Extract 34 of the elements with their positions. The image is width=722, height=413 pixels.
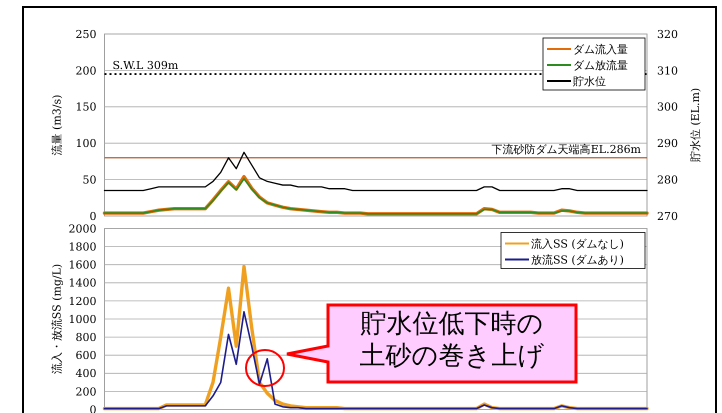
y-tick-label: 0 [90, 210, 96, 223]
y-tick-label: 150 [76, 100, 96, 114]
y-tick-label: 1200 [68, 294, 96, 308]
y-tick-label: 2000 [68, 222, 96, 236]
y-axis-title: 流量 (m3/s) [50, 94, 64, 156]
y2-axis-title: 貯水位 (EL.m) [689, 88, 702, 162]
legend-label: 放流SS (ダムあり) [531, 253, 624, 266]
legend-label: ダム放流量 [573, 58, 628, 72]
y-tick-label: 250 [76, 28, 96, 41]
y2-tick-label: 300 [657, 100, 678, 114]
y-tick-label: 1000 [68, 312, 96, 326]
y-tick-label: 600 [76, 349, 96, 362]
ref-line-label: S.W.L 309m [112, 59, 179, 72]
y-tick-label: 200 [76, 64, 96, 78]
y-tick-label: 100 [76, 137, 96, 150]
legend-label: 流入SS (ダムなし) [531, 237, 624, 250]
legend-label: 貯水位 [573, 74, 606, 88]
y-tick-label: 800 [76, 330, 96, 344]
y-tick-label: 200 [76, 385, 96, 398]
y-tick-label: 1800 [68, 240, 96, 254]
y-axis-title: 流入・放流SS (mg/L) [50, 264, 64, 374]
ref-line-label: 下流砂防ダム天端高EL.286m [492, 142, 642, 156]
y-tick-label: 400 [76, 367, 96, 380]
y2-tick-label: 310 [657, 64, 678, 78]
y2-tick-label: 320 [657, 28, 678, 41]
legend-label: ダム流入量 [573, 42, 628, 56]
y2-tick-label: 270 [657, 210, 678, 223]
line-series [104, 310, 648, 410]
y-tick-label: 1400 [68, 276, 96, 290]
annotation: 貯水位低下時の土砂の巻き上げ [360, 309, 544, 371]
y-tick-label: 50 [82, 173, 96, 186]
y2-tick-label: 290 [657, 137, 678, 150]
y-tick-label: 1600 [68, 258, 96, 272]
y2-tick-label: 280 [657, 173, 678, 186]
